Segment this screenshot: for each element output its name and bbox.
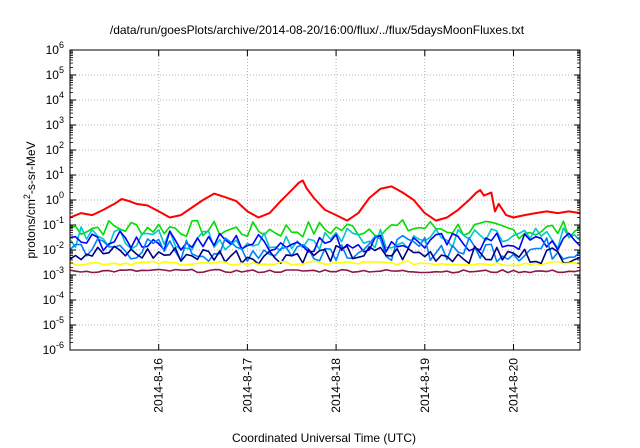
y-tick-label: 10-4	[43, 290, 64, 307]
y-tick-exponent: 2	[59, 140, 64, 150]
series-line	[69, 268, 581, 274]
y-tick-exponent: 0	[59, 190, 64, 200]
y-tick-base: 10	[43, 268, 57, 282]
y-tick-exponent: -2	[56, 240, 64, 250]
y-axis: 10-610-510-410-310-210-11001011021031041…	[43, 40, 580, 357]
y-tick-base: 10	[43, 343, 57, 357]
y-tick-base: 10	[46, 168, 60, 182]
y-tick-label: 10-3	[43, 265, 64, 282]
series-line	[69, 260, 581, 267]
y-tick-exponent: 3	[59, 115, 64, 125]
y-tick-base: 10	[46, 143, 60, 157]
series-line	[69, 244, 581, 265]
y-tick-exponent: 6	[59, 40, 64, 50]
y-tick-label: 10-6	[43, 340, 64, 357]
y-tick-base: 10	[46, 118, 60, 132]
x-axis-label: Coordinated Universal Time (UTC)	[232, 431, 416, 445]
x-tick-label: 2014-8-17	[240, 358, 254, 413]
y-tick-base: 10	[46, 93, 60, 107]
x-axis: 2014-8-16 2014-8-17 2014-8-18 2014-8-19 2014…	[152, 50, 520, 413]
y-tick-base: 10	[43, 318, 57, 332]
y-tick-label: 100	[46, 190, 64, 207]
y-tick-label: 103	[46, 115, 64, 132]
y-axis-label-superscript: 2	[22, 194, 32, 199]
x-tick-label: 2014-8-20	[506, 358, 520, 413]
y-tick-label: 10-1	[43, 215, 64, 232]
series-line	[69, 179, 581, 222]
y-tick-label: 10-5	[43, 315, 64, 332]
y-tick-base: 10	[43, 243, 57, 257]
series-line	[69, 219, 581, 240]
series-layer	[69, 179, 581, 274]
y-tick-label: 106	[46, 40, 64, 57]
y-tick-exponent: 1	[59, 165, 64, 175]
series-line	[69, 230, 581, 253]
y-tick-exponent: 5	[59, 65, 64, 75]
y-tick-base: 10	[46, 68, 60, 82]
x-tick-label: 2014-8-16	[152, 358, 166, 413]
x-tick-label: 2014-8-18	[329, 358, 343, 413]
y-tick-base: 10	[46, 43, 60, 57]
y-tick-label: 105	[46, 65, 64, 82]
y-tick-label: 101	[46, 165, 64, 182]
y-tick-exponent: -1	[56, 215, 64, 225]
x-tick-label: 2014-8-19	[418, 358, 432, 413]
y-tick-exponent: 4	[59, 90, 64, 100]
y-axis-label-unit: -s-sr-MeV	[24, 141, 38, 194]
y-tick-exponent: -5	[56, 315, 64, 325]
y-tick-exponent: -4	[56, 290, 64, 300]
y-tick-base: 10	[43, 218, 57, 232]
y-tick-label: 102	[46, 140, 64, 157]
y-tick-label: 104	[46, 90, 64, 107]
y-tick-base: 10	[43, 293, 57, 307]
y-tick-exponent: -3	[56, 265, 64, 275]
series-line	[69, 226, 581, 252]
y-tick-label: 10-2	[43, 240, 64, 257]
chart-title: /data/run/goesPlots/archive/2014-08-20/1…	[110, 23, 525, 37]
y-axis-label-main: protons/cm	[24, 199, 38, 258]
y-axis-label: protons/cm2-s-sr-MeV	[22, 141, 38, 258]
grid	[70, 50, 580, 350]
y-tick-exponent: -6	[56, 340, 64, 350]
y-tick-base: 10	[46, 193, 60, 207]
